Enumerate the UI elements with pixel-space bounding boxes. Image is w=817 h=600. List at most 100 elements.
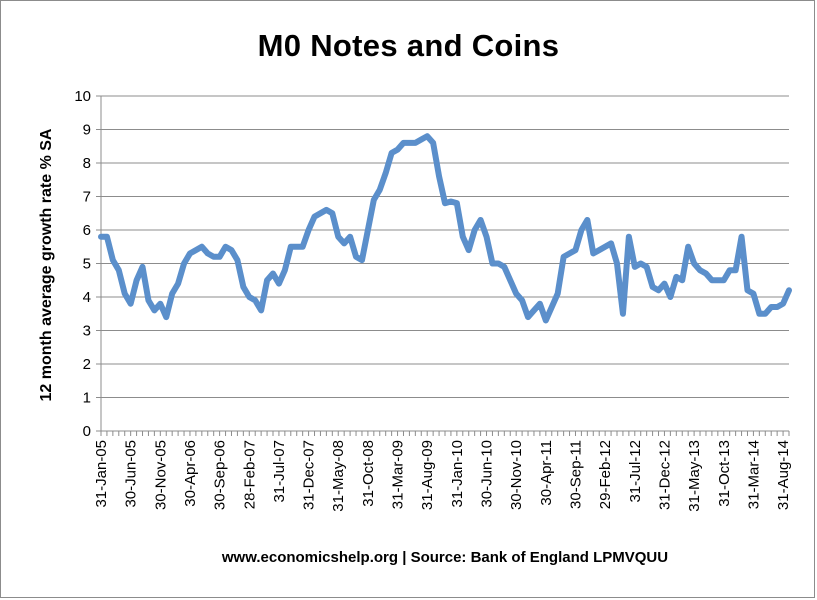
data-point <box>729 269 731 271</box>
data-point <box>776 306 778 308</box>
x-tick-label: 31-Mar-14 <box>745 440 762 509</box>
data-point <box>367 229 369 231</box>
data-point <box>391 152 393 154</box>
x-tick-label: 28-Feb-07 <box>241 440 258 509</box>
data-point <box>207 252 209 254</box>
data-point <box>622 313 624 315</box>
x-tick-label: 29-Feb-12 <box>597 440 614 509</box>
data-point <box>325 209 327 211</box>
data-point <box>669 296 671 298</box>
data-point <box>130 303 132 305</box>
data-point <box>242 286 244 288</box>
data-point <box>569 252 571 254</box>
data-point <box>515 293 517 295</box>
data-point <box>527 316 529 318</box>
data-point <box>278 283 280 285</box>
data-point <box>402 142 404 144</box>
data-point <box>314 216 316 218</box>
data-point <box>658 289 660 291</box>
data-point <box>165 316 167 318</box>
data-point <box>177 283 179 285</box>
data-point <box>491 263 493 265</box>
x-tick-label: 30-Apr-11 <box>538 440 555 506</box>
data-point <box>586 219 588 221</box>
data-point <box>426 135 428 137</box>
data-point <box>563 256 565 258</box>
data-point <box>717 279 719 281</box>
data-point <box>349 236 351 238</box>
source-note: www.economicshelp.org | Source: Bank of … <box>221 549 669 566</box>
y-axis-ticks: 0 1 2 3 4 5 6 7 8 9 10 <box>74 88 102 440</box>
data-point <box>444 202 446 204</box>
data-point <box>681 279 683 281</box>
data-point <box>385 172 387 174</box>
data-point <box>260 309 262 311</box>
data-point <box>705 273 707 275</box>
x-tick-label: 31-Oct-13 <box>716 440 733 507</box>
data-point <box>183 263 185 265</box>
chart-title: M0 Notes and Coins <box>257 28 560 63</box>
data-point <box>254 299 256 301</box>
data-point <box>545 319 547 321</box>
data-point <box>456 202 458 204</box>
data-point <box>752 293 754 295</box>
data-point <box>699 269 701 271</box>
data-point <box>142 266 144 268</box>
y-tick-label: 2 <box>83 356 91 373</box>
data-point <box>420 139 422 141</box>
data-point <box>486 236 488 238</box>
data-point <box>171 293 173 295</box>
data-point <box>503 266 505 268</box>
data-point <box>225 246 227 248</box>
x-axis: 31-Jan-05 30-Jun-05 30-Nov-05 30-Apr-06 30-S… <box>93 431 792 512</box>
data-point <box>302 246 304 248</box>
data-point <box>397 149 399 151</box>
y-tick-label: 0 <box>83 423 91 440</box>
data-point <box>195 249 197 251</box>
x-tick-label: 31-Dec-07 <box>301 440 318 510</box>
data-point <box>147 299 149 301</box>
data-point <box>213 256 215 258</box>
data-point <box>592 252 594 254</box>
data-point <box>741 236 743 238</box>
data-point <box>284 269 286 271</box>
data-point <box>574 249 576 251</box>
data-point <box>610 242 612 244</box>
y-tick-label: 4 <box>83 289 91 306</box>
data-point <box>290 246 292 248</box>
data-point <box>746 289 748 291</box>
x-tick-label: 31-Jan-10 <box>449 440 466 508</box>
data-point <box>533 309 535 311</box>
data-point <box>640 263 642 265</box>
data-point <box>408 142 410 144</box>
data-point <box>758 313 760 315</box>
data-point <box>272 273 274 275</box>
x-tick-label: 31-Aug-09 <box>419 440 436 510</box>
data-point <box>379 189 381 191</box>
data-point <box>124 293 126 295</box>
series-layer <box>98 133 792 324</box>
data-point <box>361 259 363 261</box>
x-tick-label: 30-Apr-06 <box>182 440 199 507</box>
data-point <box>580 229 582 231</box>
data-point <box>438 175 440 177</box>
data-point <box>308 229 310 231</box>
data-point <box>189 252 191 254</box>
x-tick-label: 31-Oct-08 <box>360 440 377 507</box>
data-point <box>153 309 155 311</box>
data-point <box>296 246 298 248</box>
x-tick-label: 30-Sep-11 <box>567 440 584 509</box>
data-point <box>474 229 476 231</box>
data-point <box>480 219 482 221</box>
data-point <box>557 293 559 295</box>
data-point <box>159 303 161 305</box>
data-point <box>343 242 345 244</box>
y-tick-label: 10 <box>74 88 91 105</box>
data-point <box>373 199 375 201</box>
data-point <box>118 269 120 271</box>
x-tick-label: 31-Jul-07 <box>271 440 288 503</box>
data-point <box>112 259 114 261</box>
data-point <box>723 279 725 281</box>
